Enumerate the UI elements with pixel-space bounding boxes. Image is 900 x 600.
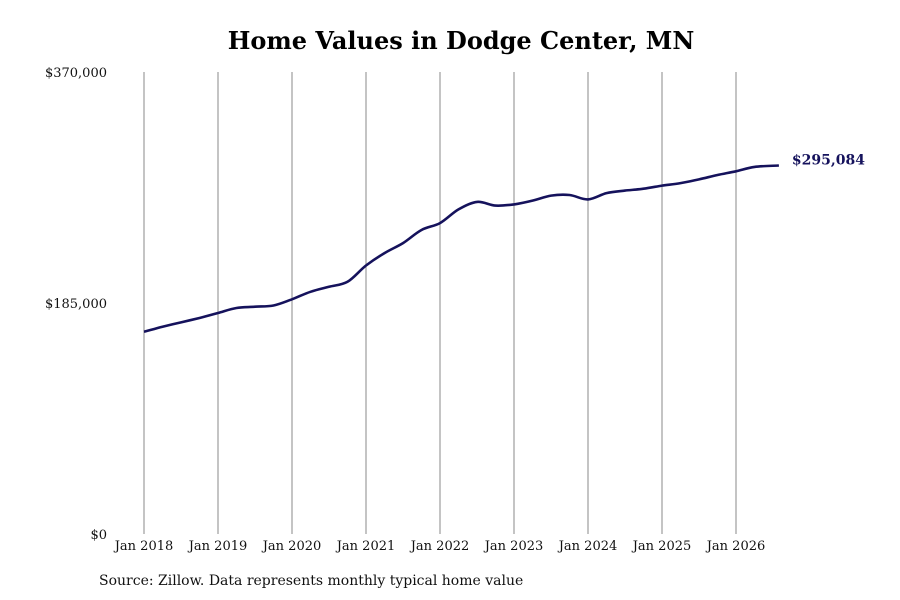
end-value-label: $295,084 bbox=[792, 153, 865, 169]
x-tick-label: Jan 2023 bbox=[483, 539, 544, 554]
x-tick-label: Jan 2024 bbox=[557, 539, 618, 554]
y-tick-label: $185,000 bbox=[45, 297, 107, 312]
y-tick-label: $370,000 bbox=[45, 66, 107, 81]
series-layer: $295,084 bbox=[143, 153, 865, 333]
x-axis-ticks: Jan 2018 Jan 2019 Jan 2020 Jan 2021 Jan 2022… bbox=[113, 539, 766, 554]
chart-title: Home Values in Dodge Center, MN bbox=[227, 26, 695, 55]
y-axis-ticks: $0 $185,000 $370,000 bbox=[45, 66, 107, 543]
x-tick-label: Jan 2021 bbox=[335, 539, 396, 554]
x-tick-label: Jan 2026 bbox=[705, 539, 766, 554]
source-note: Source: Zillow. Data represents monthly … bbox=[99, 573, 524, 589]
series-line-0 bbox=[143, 164, 779, 333]
x-tick-label: Jan 2018 bbox=[113, 539, 174, 554]
x-tick-label: Jan 2019 bbox=[187, 539, 248, 554]
x-tick-label: Jan 2022 bbox=[409, 539, 470, 554]
x-tick-label: Jan 2020 bbox=[261, 539, 322, 554]
grid-lines bbox=[143, 72, 737, 534]
x-tick-label: Jan 2025 bbox=[631, 539, 692, 554]
y-tick-label: $0 bbox=[90, 528, 107, 543]
